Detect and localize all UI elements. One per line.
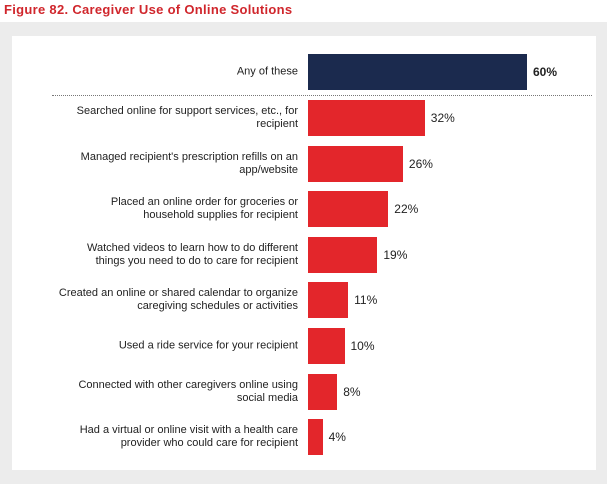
category-label: Created an online or shared calendar to … xyxy=(58,287,298,313)
bar xyxy=(308,419,323,456)
category-label: Managed recipient's prescription refills… xyxy=(80,150,298,176)
value-label: 26% xyxy=(408,156,433,171)
category-label: Used a ride service for your recipient xyxy=(118,339,298,352)
value-label: 8% xyxy=(343,384,361,399)
category-label: Searched online for support services, et… xyxy=(76,105,298,130)
bar xyxy=(308,236,378,273)
category-label: Any of these xyxy=(236,65,298,78)
bar xyxy=(308,145,403,182)
chart-title: Figure 82. Caregiver Use of Online Solut… xyxy=(4,2,293,17)
value-label: 4% xyxy=(328,430,346,445)
bar xyxy=(308,282,349,319)
value-label: 22% xyxy=(394,202,419,217)
category-label: Placed an online order for groceries or … xyxy=(110,196,298,222)
card xyxy=(12,36,596,470)
value-label: 32% xyxy=(430,111,455,125)
value-label: 11% xyxy=(354,293,378,308)
category-label: Connected with other caregivers online u… xyxy=(78,378,298,404)
separator xyxy=(52,95,592,96)
bar xyxy=(308,191,389,228)
category-label: Watched videos to learn how to do differ… xyxy=(87,241,298,267)
bar xyxy=(308,328,345,364)
bar xyxy=(308,100,425,136)
bar xyxy=(308,373,338,410)
value-label: 10% xyxy=(350,339,375,353)
value-label: 19% xyxy=(383,247,408,262)
bar xyxy=(308,54,527,90)
category-label: Had a virtual or online visit with a hea… xyxy=(79,424,298,450)
value-label: 60% xyxy=(533,65,558,79)
